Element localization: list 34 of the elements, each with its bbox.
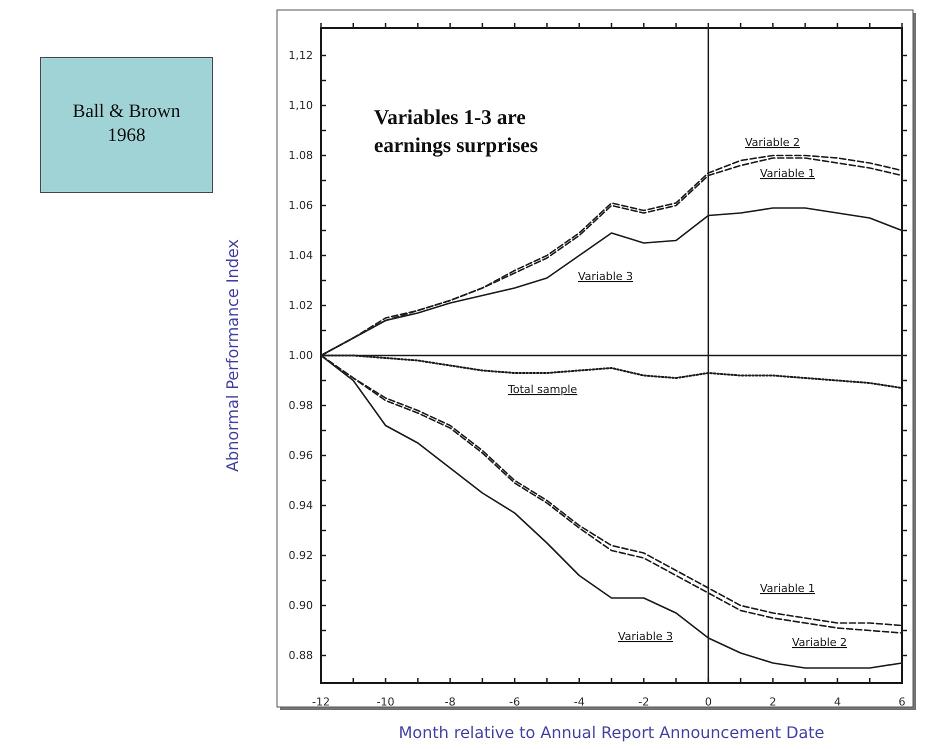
x-tick-label: -6 — [509, 695, 520, 708]
series-label: Total sample — [507, 383, 578, 396]
y-tick-label: 1.06 — [288, 199, 313, 212]
text: Ball & Brown 1968 — [40, 57, 213, 193]
x-tick-label: -10 — [376, 695, 395, 708]
x-tick-label: -12 — [312, 695, 330, 708]
y-tick-label: 1.02 — [288, 299, 313, 312]
y-tick-label: 0.92 — [288, 549, 313, 562]
series-label: Variable 3 — [618, 630, 674, 643]
x-tick-label: -8 — [444, 695, 456, 708]
y-tick-label: 1,12 — [288, 49, 313, 62]
series-label: Variable 1 — [760, 582, 816, 595]
x-tick-label: -4 — [574, 695, 585, 708]
y-tick-label: 0.90 — [288, 599, 313, 612]
y-tick-label: 1.04 — [288, 249, 313, 262]
y-tick-label: 0.98 — [288, 399, 313, 412]
x-tick-label: 4 — [834, 695, 841, 708]
y-tick-label: 0.94 — [288, 499, 313, 512]
annotation: Variables 1-3 are earnings surprises — [374, 104, 539, 159]
x-axis-title: Month relative to Annual Report Announcement Date — [398, 723, 824, 742]
series-label: Variable 2 — [745, 136, 800, 149]
x-tick-label: 0 — [704, 695, 712, 708]
y-tick-label: 1.00 — [288, 349, 313, 362]
x-tick-label: -2 — [638, 695, 650, 708]
x-tick-label: 2 — [769, 695, 776, 708]
y-tick-label: 0.88 — [288, 649, 313, 662]
y-axis-title: Abnormal Performance Index — [223, 239, 242, 472]
x-tick-label: 6 — [898, 695, 906, 708]
series-label: Variable 1 — [760, 167, 816, 180]
y-tick-label: 1,10 — [288, 99, 313, 112]
series-label: Variable 3 — [578, 270, 634, 283]
y-tick-label: 0.96 — [288, 449, 313, 462]
y-tick-label: 1.08 — [288, 149, 313, 162]
series-label: Variable 2 — [792, 636, 848, 649]
